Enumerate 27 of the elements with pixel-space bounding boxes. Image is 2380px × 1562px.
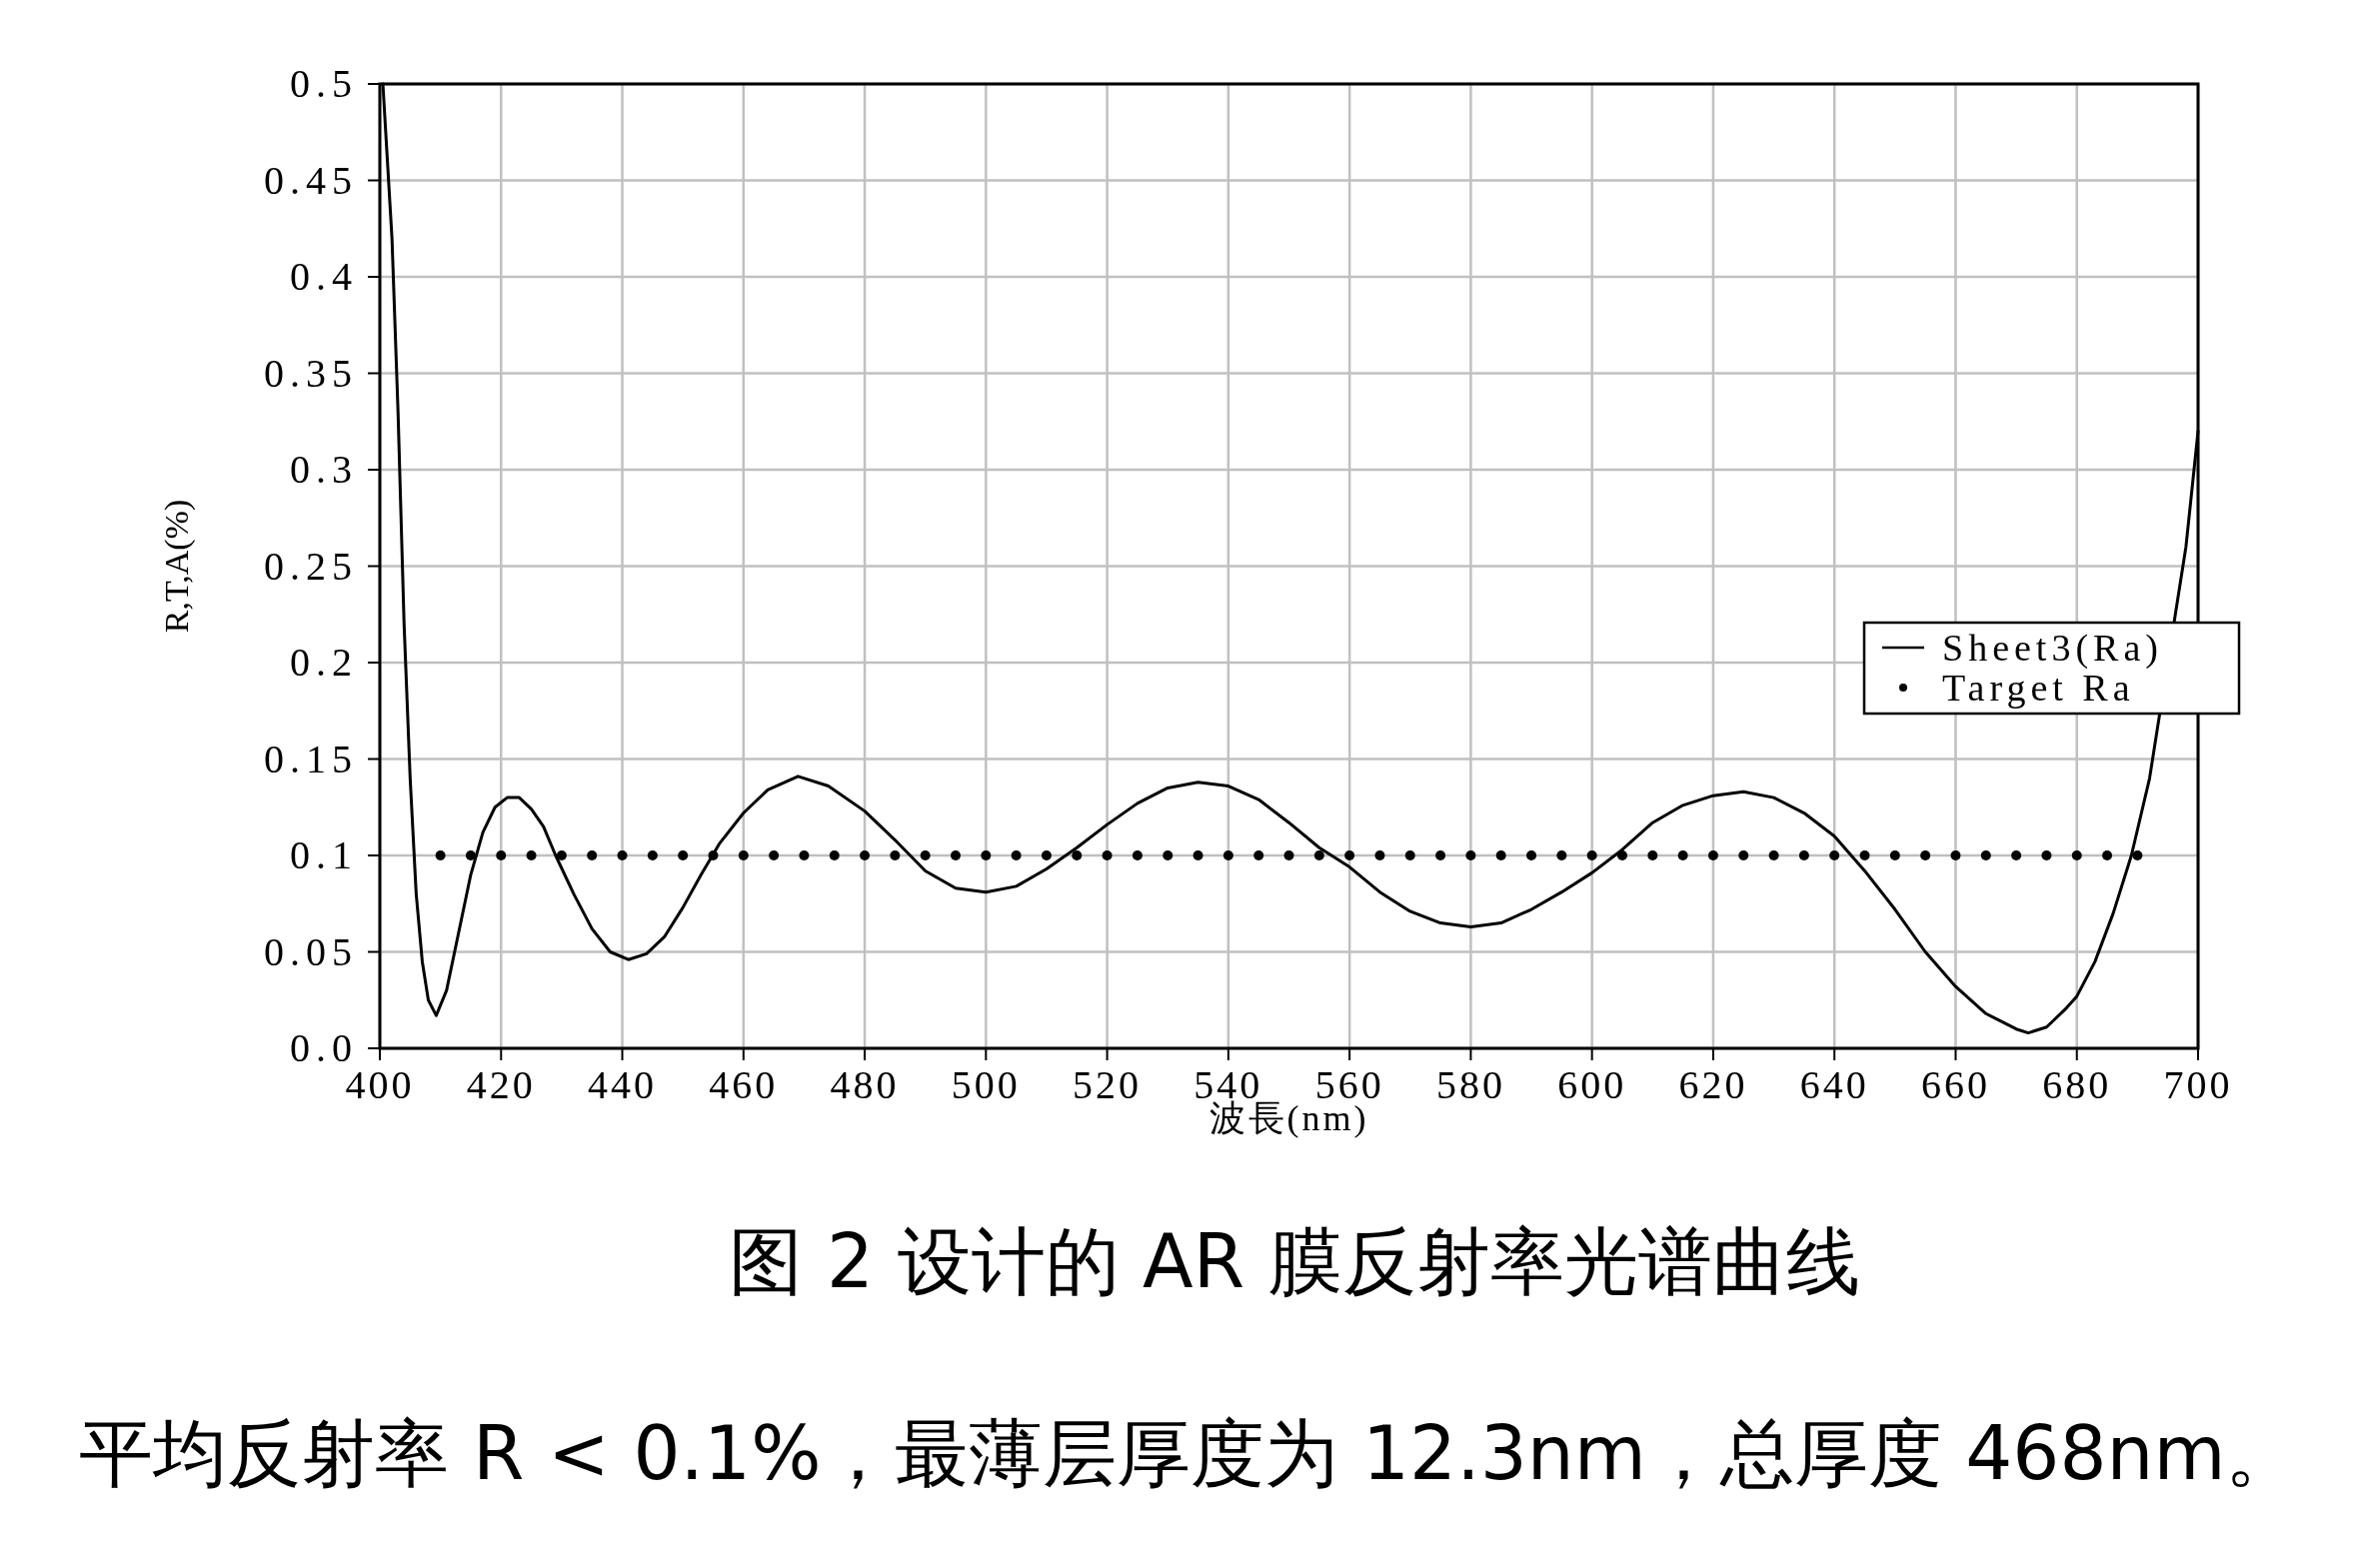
x-tick-label: 640 (1799, 1062, 1869, 1107)
text: 图 2 设计的 AR 膜反射率光谱曲线 (729, 1218, 1860, 1304)
y-tick-label: 0.15 (264, 736, 358, 781)
y-tick-label: 0.1 (290, 832, 358, 877)
y-tick-label: 0.5 (290, 61, 358, 106)
x-tick-label: 420 (466, 1062, 536, 1107)
x-tick-label: 620 (1678, 1062, 1748, 1107)
y-tick-label: 0.2 (290, 640, 358, 685)
legend-label: Sheet3(Ra) (1942, 627, 2163, 670)
y-tick-label: 0.25 (264, 543, 358, 589)
x-tick-label: 600 (1557, 1062, 1627, 1107)
x-tick-label: 680 (2042, 1062, 2112, 1107)
y-tick-label: 0.05 (264, 928, 358, 974)
x-tick-label: 700 (2163, 1062, 2233, 1107)
y-tick-label: 0.3 (290, 447, 358, 492)
y-axis-title: R,T,A(%) (158, 499, 196, 634)
x-tick-label: 500 (951, 1062, 1021, 1107)
y-tick-label: 0.35 (264, 350, 358, 396)
x-tick-label: 580 (1435, 1062, 1505, 1107)
x-tick-label: 660 (1920, 1062, 1990, 1107)
y-tick-label: 0.4 (290, 254, 358, 299)
y-tick-label: 0.45 (264, 157, 358, 203)
text: 平均反射率 R < 0.1%，最薄层厚度为 12.3nm，总厚度 468nm。 (79, 1410, 2300, 1496)
x-tick-label: 520 (1073, 1062, 1143, 1107)
x-tick-label: 480 (830, 1062, 900, 1107)
x-tick-label: 440 (588, 1062, 658, 1107)
x-tick-label: 460 (709, 1062, 779, 1107)
